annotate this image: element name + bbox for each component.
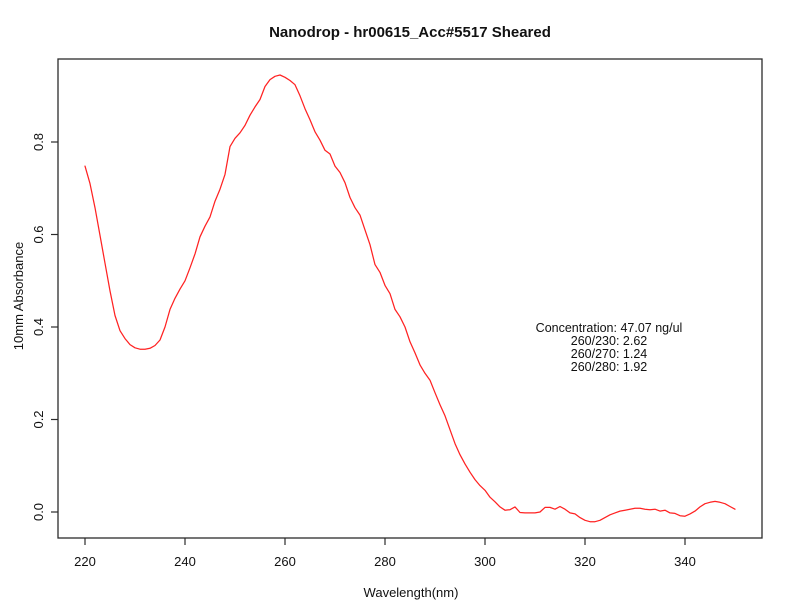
y-tick-label: 0.6: [31, 225, 46, 243]
chart-title: Nanodrop - hr00615_Acc#5517 Sheared: [269, 24, 551, 41]
y-tick-label: 0.0: [31, 503, 46, 521]
annotation-ratio-260-230: 260/230: 2.62: [571, 334, 648, 348]
x-tick-label: 220: [74, 554, 96, 569]
annotation-ratio-260-280: 260/280: 1.92: [571, 360, 648, 374]
annotation-ratio-260-270: 260/270: 1.24: [571, 347, 648, 361]
x-tick-label: 320: [574, 554, 596, 569]
measurement-annotation: Concentration: 47.07 ng/ul 260/230: 2.62…: [536, 321, 683, 374]
axis-ticks: 220 240 260 280 300 320 340 0.0 0.2 0.4 0.6 0.8: [31, 133, 696, 569]
x-tick-label: 340: [674, 554, 696, 569]
x-tick-label: 280: [374, 554, 396, 569]
y-tick-label: 0.2: [31, 410, 46, 428]
annotation-concentration: Concentration: 47.07 ng/ul: [536, 321, 683, 335]
curve-group: [84, 74, 736, 523]
y-axis-title: 10mm Absorbance: [11, 242, 26, 350]
x-tick-label: 300: [474, 554, 496, 569]
x-tick-label: 240: [174, 554, 196, 569]
x-axis-title: Wavelength(nm): [364, 585, 459, 600]
spectrum-line: [84, 74, 736, 523]
plot-border: [57, 58, 763, 539]
x-tick-label: 260: [274, 554, 296, 569]
y-tick-label: 0.4: [31, 318, 46, 336]
y-tick-label: 0.8: [31, 133, 46, 151]
